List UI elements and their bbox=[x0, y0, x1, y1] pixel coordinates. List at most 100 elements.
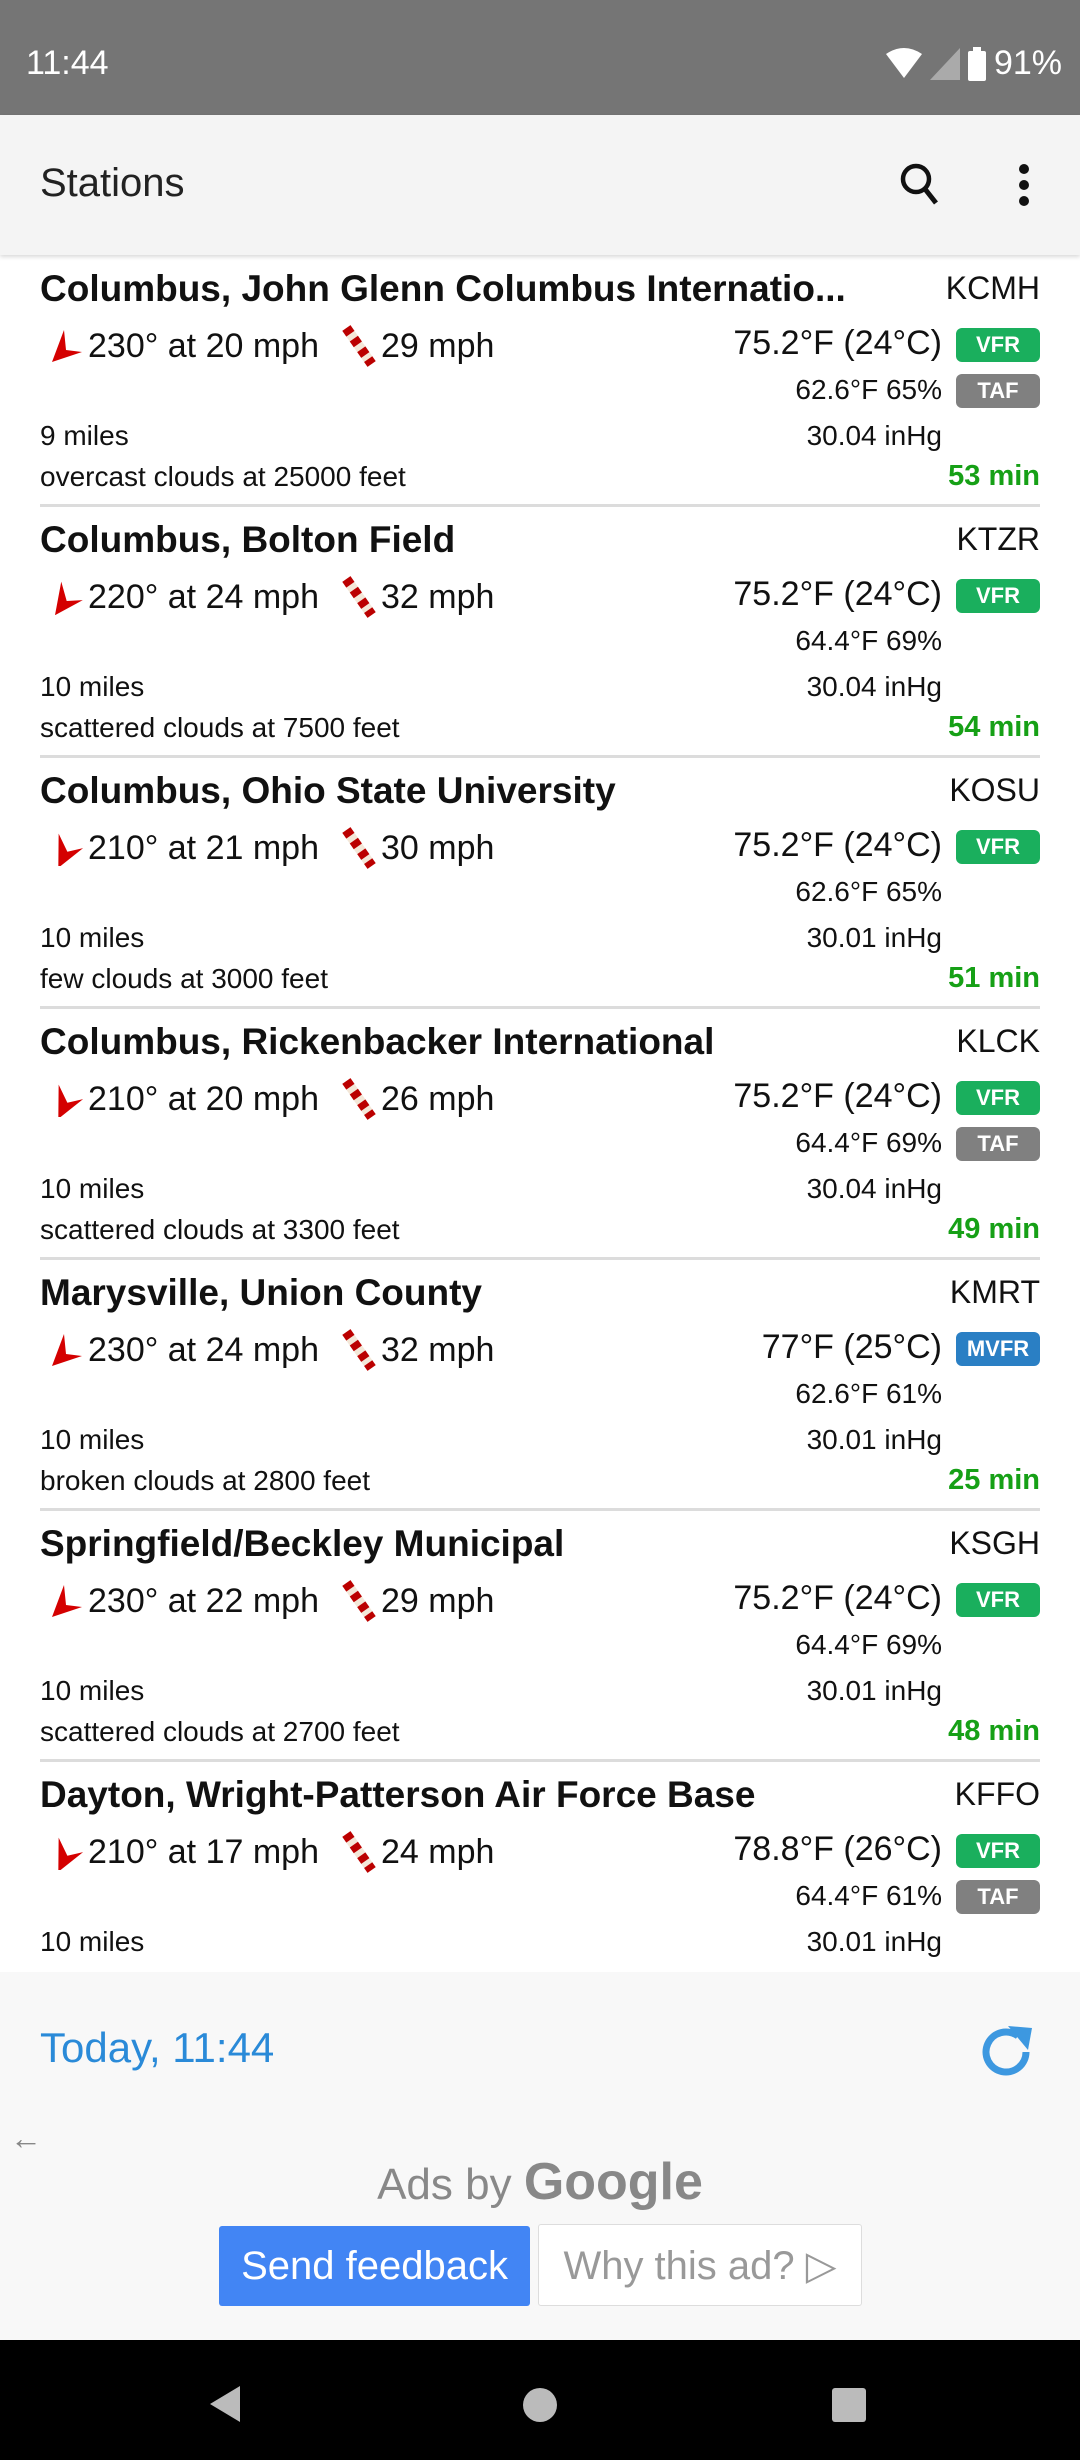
station-card[interactable]: Columbus, John Glenn Columbus Internatio… bbox=[0, 256, 1080, 507]
divider bbox=[40, 1508, 1040, 1511]
station-card[interactable]: Dayton, Wright-Patterson Air Force Base K… bbox=[0, 1762, 1080, 1972]
dewpoint-humidity: 62.6°F 61% bbox=[795, 1378, 942, 1409]
flight-category-badge: VFR bbox=[956, 328, 1040, 362]
taf-badge[interactable]: TAF bbox=[956, 374, 1040, 408]
dewpoint-humidity: 64.4°F 61% bbox=[795, 1880, 942, 1911]
home-nav-icon[interactable] bbox=[521, 2386, 559, 2424]
more-options-icon[interactable] bbox=[1004, 155, 1044, 215]
wifi-icon bbox=[885, 47, 922, 78]
wind-direction-icon bbox=[58, 1837, 84, 1870]
google-logo: Google bbox=[523, 2153, 703, 2211]
status-bar: 11:44 91% bbox=[0, 0, 1080, 115]
wind-info: 220° at 24 mph 32 mph bbox=[48, 575, 494, 619]
cloud-cover: scattered clouds at 3300 feet bbox=[40, 1214, 400, 1245]
station-name: Columbus, Bolton Field bbox=[40, 519, 456, 560]
observation-age: 49 min bbox=[948, 1213, 1040, 1245]
wind-direction-icon bbox=[52, 1334, 82, 1366]
visibility: 10 miles bbox=[40, 671, 145, 702]
cloud-cover: overcast clouds at 25000 feet bbox=[40, 461, 406, 492]
station-card[interactable]: Columbus, Rickenbacker International KLCK… bbox=[0, 1009, 1080, 1260]
flight-category-badge: VFR bbox=[956, 579, 1040, 613]
station-id: KSGH bbox=[949, 1525, 1040, 1561]
taf-badge[interactable]: TAF bbox=[956, 1880, 1040, 1914]
windsock-icon bbox=[342, 1078, 376, 1120]
wind-info: 230° at 22 mph 29 mph bbox=[48, 1579, 494, 1623]
station-card[interactable]: Columbus, Bolton Field KTZR 220° at 24 mph… bbox=[0, 507, 1080, 758]
divider bbox=[40, 1006, 1040, 1009]
pressure: 30.01 inHg bbox=[806, 1926, 942, 1957]
why-this-ad-label: Why this ad? bbox=[563, 2244, 795, 2288]
gust-speed: 30 mph bbox=[380, 828, 495, 867]
temperature: 75.2°F (24°C) bbox=[733, 575, 942, 613]
temperature: 75.2°F (24°C) bbox=[733, 1077, 942, 1115]
station-id: KLCK bbox=[956, 1023, 1040, 1059]
station-id: KTZR bbox=[956, 521, 1040, 557]
visibility: 10 miles bbox=[40, 1424, 145, 1455]
gust-speed: 29 mph bbox=[380, 326, 495, 365]
temperature: 75.2°F (24°C) bbox=[733, 826, 942, 864]
visibility: 9 miles bbox=[40, 420, 129, 451]
signal-icon bbox=[929, 47, 960, 80]
app-bar: Stations bbox=[0, 115, 1080, 255]
observation-age: 25 min bbox=[948, 1464, 1040, 1496]
station-name: Springfield/Beckley Municipal bbox=[40, 1523, 565, 1564]
station-list[interactable]: Columbus, John Glenn Columbus Internatio… bbox=[0, 256, 1080, 1972]
battery-icon bbox=[967, 46, 986, 81]
ads-by-label: Ads by bbox=[377, 2160, 512, 2209]
divider bbox=[40, 504, 1040, 507]
wind-direction-icon bbox=[52, 1585, 82, 1617]
visibility: 10 miles bbox=[40, 1173, 145, 1204]
search-icon[interactable] bbox=[890, 155, 950, 215]
observation-age: 54 min bbox=[948, 711, 1040, 743]
station-card[interactable]: Springfield/Beckley Municipal KSGH 230° at… bbox=[0, 1511, 1080, 1762]
back-nav-icon[interactable] bbox=[206, 2384, 246, 2424]
flight-category-badge: VFR bbox=[956, 830, 1040, 864]
wind-direction-icon bbox=[58, 833, 84, 866]
gust-speed: 26 mph bbox=[380, 1079, 495, 1118]
recents-nav-icon[interactable] bbox=[830, 2386, 868, 2424]
temperature: 75.2°F (24°C) bbox=[733, 324, 942, 362]
pressure: 30.01 inHg bbox=[806, 922, 942, 953]
windsock-icon bbox=[342, 576, 376, 618]
cloud-cover: few clouds at 3000 feet bbox=[40, 963, 328, 994]
cloud-cover: scattered clouds at 7500 feet bbox=[40, 712, 400, 743]
wind-direction-icon bbox=[52, 330, 82, 362]
station-card[interactable]: Columbus, Ohio State University KOSU 210° … bbox=[0, 758, 1080, 1009]
ads-by-google: Ads by Google bbox=[0, 2152, 1080, 2212]
clock: 11:44 bbox=[26, 44, 109, 82]
cloud-cover: broken clouds at 25000 feet bbox=[40, 1967, 386, 1972]
wind-direction-icon bbox=[58, 1084, 84, 1117]
station-id: KFFO bbox=[954, 1776, 1040, 1812]
page-title: Stations bbox=[40, 161, 185, 205]
windsock-icon bbox=[342, 1329, 376, 1371]
observation-age: 51 min bbox=[948, 962, 1040, 994]
windsock-icon bbox=[342, 827, 376, 869]
refresh-icon[interactable] bbox=[978, 2022, 1038, 2082]
flight-category-badge: VFR bbox=[956, 1081, 1040, 1115]
station-name: Columbus, Rickenbacker International bbox=[40, 1021, 715, 1062]
wind-info: 230° at 20 mph 29 mph bbox=[48, 324, 494, 368]
why-this-ad-button[interactable]: Why this ad? ▷ bbox=[538, 2224, 862, 2306]
station-name: Columbus, Ohio State University bbox=[40, 770, 616, 811]
visibility: 10 miles bbox=[40, 922, 145, 953]
wind-speed: 230° at 22 mph bbox=[88, 1581, 319, 1620]
divider bbox=[40, 1759, 1040, 1762]
ad-back-icon[interactable]: ← bbox=[10, 2120, 42, 2156]
pressure: 30.04 inHg bbox=[806, 420, 942, 451]
taf-badge[interactable]: TAF bbox=[956, 1127, 1040, 1161]
observation-age: 48 min bbox=[948, 1715, 1040, 1747]
wind-speed: 220° at 24 mph bbox=[88, 577, 319, 616]
station-id: KOSU bbox=[949, 772, 1040, 808]
pressure: 30.01 inHg bbox=[806, 1424, 942, 1455]
visibility: 10 miles bbox=[40, 1675, 145, 1706]
pressure: 30.01 inHg bbox=[806, 1675, 942, 1706]
station-card[interactable]: Marysville, Union County KMRT 230° at 24 m… bbox=[0, 1260, 1080, 1511]
temperature: 75.2°F (24°C) bbox=[733, 1579, 942, 1617]
wind-direction-icon bbox=[54, 581, 83, 615]
cloud-cover: broken clouds at 2800 feet bbox=[40, 1465, 371, 1496]
send-feedback-button[interactable]: Send feedback bbox=[219, 2226, 530, 2306]
station-name: Columbus, John Glenn Columbus Internatio… bbox=[40, 268, 846, 309]
wind-info: 210° at 20 mph 26 mph bbox=[48, 1077, 494, 1121]
dewpoint-humidity: 64.4°F 69% bbox=[795, 1127, 942, 1158]
temperature: 77°F (25°C) bbox=[761, 1328, 942, 1366]
